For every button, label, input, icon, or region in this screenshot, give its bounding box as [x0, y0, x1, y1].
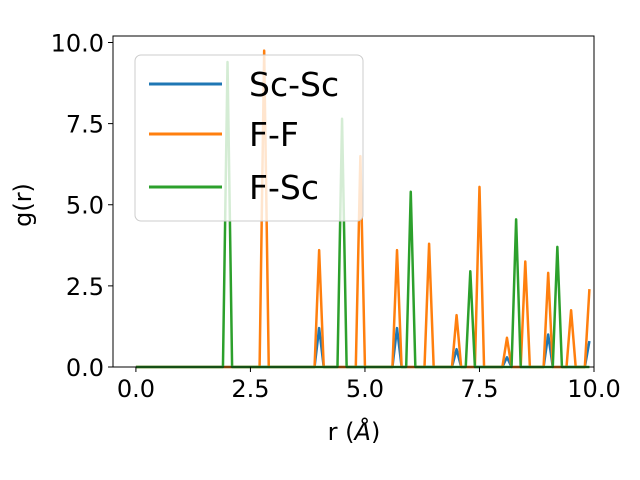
legend-label-sc-sc: Sc-Sc: [249, 65, 339, 104]
legend-label-f-f: F-F: [249, 115, 299, 154]
x-axis-label-main: r (: [328, 418, 355, 446]
legend: Sc-Sc F-F F-Sc: [134, 54, 364, 222]
axis-ticks: 0.0 2.5 5.0 7.5 10.0 0.0 2.5 5.0 7.5 10.0: [51, 29, 621, 403]
x-axis-label: r (Å): [328, 417, 381, 446]
x-axis-label-unit: Å: [353, 417, 371, 446]
x-tick-label: 5.0: [346, 375, 384, 403]
x-tick-label: 2.5: [231, 375, 269, 403]
legend-label-f-sc: F-Sc: [249, 168, 319, 207]
legend-box: [134, 54, 364, 222]
axes-frame: [112, 35, 595, 368]
x-tick-label: 7.5: [460, 375, 498, 403]
y-tick-label: 7.5: [66, 111, 104, 139]
x-tick-label: 0.0: [117, 375, 155, 403]
y-tick-label: 0.0: [66, 354, 104, 382]
y-tick-label: 10.0: [51, 29, 104, 57]
x-axis-label-close: ): [371, 418, 380, 446]
y-tick-label: 5.0: [66, 192, 104, 220]
y-axis-label: g(r): [9, 183, 37, 227]
x-tick-label: 10.0: [567, 375, 620, 403]
y-tick-label: 2.5: [66, 273, 104, 301]
